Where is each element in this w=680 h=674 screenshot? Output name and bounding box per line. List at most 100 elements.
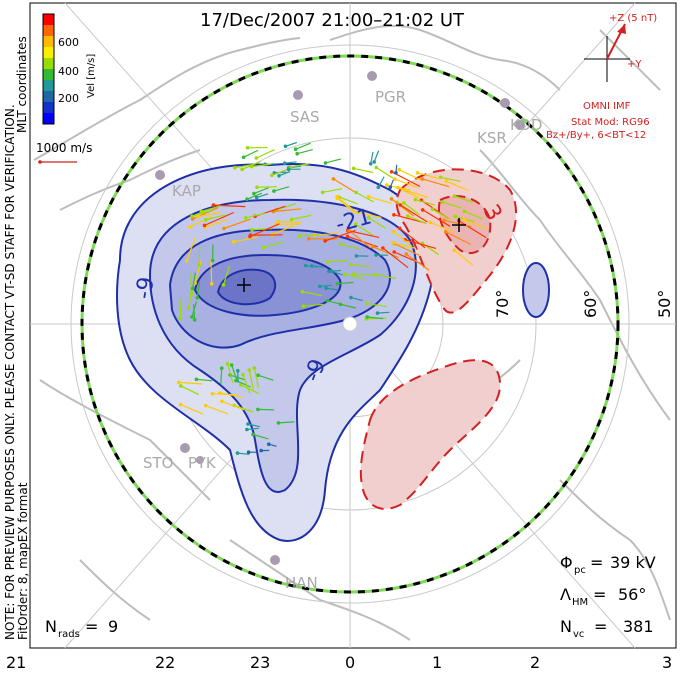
vector-origin [220, 399, 224, 404]
velocity-vector [213, 204, 246, 208]
vector-origin [245, 146, 250, 150]
velocity-vector [180, 385, 200, 396]
vector-origin [402, 201, 406, 205]
colorbar-box [43, 36, 54, 48]
vector-origin [248, 234, 252, 239]
vector-origin [413, 197, 418, 202]
vector-origin [283, 144, 288, 149]
velocity-vector [405, 189, 429, 199]
station-label-pyk: PYK [188, 454, 217, 472]
vector-origin [428, 220, 433, 225]
svg-text:N: N [45, 617, 57, 636]
svg-text:HM: HM [572, 597, 588, 608]
velocity-vector [247, 423, 260, 428]
velocity-vector [248, 369, 254, 390]
velocity-vector [337, 281, 354, 285]
velocity-vector [353, 167, 374, 174]
stat-lambda-hm-value: 56° [618, 585, 646, 604]
mlt-label-0: 0 [345, 653, 355, 672]
velocity-vector [417, 172, 441, 180]
vector-origin [318, 284, 322, 289]
vector-origin [325, 260, 330, 264]
velocity-vector [442, 201, 462, 209]
velocity-vector [407, 215, 427, 225]
velocity-vector [198, 245, 201, 266]
vector-origin [371, 244, 375, 249]
scale-vector-label: 1000 m/s [36, 141, 92, 155]
vector-origin [303, 263, 308, 268]
vector-origin [219, 366, 224, 371]
vector-origin [348, 262, 353, 267]
vector-origin [415, 171, 420, 175]
svg-text:rads: rads [58, 629, 80, 640]
velocity-vector [367, 316, 384, 320]
vector-origin [209, 282, 214, 286]
mlt-label-21: 21 [6, 653, 26, 672]
vector-origin [267, 442, 271, 447]
velocity-vector [445, 231, 471, 245]
vector-origin [452, 248, 457, 253]
colorbar-box [43, 102, 54, 114]
vector-origin [249, 164, 254, 169]
velocity-vector [246, 427, 259, 431]
vector-origin [343, 272, 347, 277]
vector-origin [254, 195, 259, 200]
velocity-vector [432, 208, 451, 220]
velocity-vector [391, 198, 415, 217]
vector-origin [453, 214, 458, 218]
velocity-vector [243, 149, 259, 158]
fit-order: FitOrder: 8, mapEX format [16, 482, 30, 640]
velocity-vector [336, 196, 357, 213]
colorbar-box [43, 69, 54, 81]
vector-origin [374, 272, 378, 277]
velocity-vector [330, 270, 343, 276]
station-label-pgr: PGR [375, 88, 406, 106]
stat-phi-pc-value: 39 kV [610, 553, 656, 572]
vector-origin [444, 179, 449, 183]
svg-text:=: = [593, 585, 606, 604]
velocity-vector [201, 205, 221, 213]
vector-origin [293, 147, 298, 151]
velocity-vector [325, 158, 342, 164]
vector-origin [366, 194, 371, 199]
colorbar-box [43, 80, 54, 92]
velocity-vector [256, 149, 275, 159]
mlt-label-23: 23 [250, 653, 270, 672]
vector-origin [406, 214, 410, 218]
vector-origin [190, 214, 194, 218]
vector-origin [247, 368, 251, 372]
velocity-vector [178, 381, 203, 385]
colorbar-box [43, 47, 54, 59]
vector-origin [394, 171, 398, 175]
vector-origin [188, 225, 192, 229]
vector-origin [295, 151, 300, 156]
vector-origin [462, 209, 467, 214]
velocity-vector [458, 220, 487, 239]
scale-vector: 1000 m/s [36, 141, 92, 164]
velocity-vector [350, 263, 371, 268]
velocity-vector [194, 259, 202, 284]
vector-origin [179, 384, 183, 388]
station-label-sas: SAS [290, 108, 320, 126]
velocity-vector [464, 210, 484, 220]
vector-origin [376, 185, 381, 189]
vector-origin [195, 296, 200, 300]
vector-origin [178, 402, 183, 407]
vector-origin [345, 234, 350, 239]
station-label-han: HAN [285, 574, 318, 592]
velocity-vector [392, 231, 413, 247]
vector-origin [339, 242, 343, 247]
negative-cell-min [216, 268, 277, 306]
vector-origin [381, 246, 385, 250]
vector-origin [375, 311, 380, 315]
vector-origin [251, 432, 255, 437]
velocity-vector [327, 300, 344, 306]
velocity-vector [189, 215, 212, 228]
velocity-vector [179, 298, 182, 319]
vector-origin [325, 298, 330, 303]
velocity-vector [443, 219, 472, 228]
vector-origin [243, 216, 248, 220]
vector-origin [372, 160, 377, 164]
colorbar-box [43, 25, 54, 37]
vector-origin [233, 165, 237, 170]
